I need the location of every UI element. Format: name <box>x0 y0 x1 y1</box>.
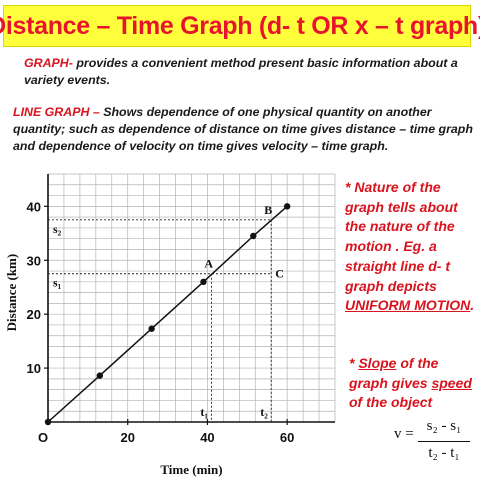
point-label-a: A <box>204 257 213 271</box>
data-point <box>250 232 257 240</box>
formula-fraction-bar <box>418 441 470 442</box>
slope-word: Slope <box>358 355 397 371</box>
y-axis-label: Distance (km) <box>4 254 19 332</box>
slope-note: * Slope of the graph gives speed of the … <box>349 354 479 413</box>
uniform-motion-text: UNIFORM MOTION <box>345 297 471 314</box>
s2-label: s₂ <box>53 222 62 236</box>
slope-note-star: * <box>349 355 359 371</box>
nature-note-text: * Nature of the graph tells about the na… <box>345 179 458 294</box>
line-graph-definition: LINE GRAPH – Shows dependence of one phy… <box>13 104 475 155</box>
data-point <box>283 203 291 210</box>
formula-numerator: s₂ - s₁ <box>426 418 462 434</box>
y-tick-label: 30 <box>27 253 41 268</box>
t2-label: t₂ <box>260 405 268 419</box>
title-banner: Distance – Time Graph (d- t OR x – t gra… <box>0 5 480 47</box>
page-title: Distance – Time Graph (d- t OR x – t gra… <box>0 11 480 40</box>
y-tick-label: 20 <box>27 307 41 322</box>
y-tick-label: 10 <box>27 361 41 376</box>
slope-note-end: of the object <box>349 394 433 411</box>
origin-label: O <box>38 430 48 445</box>
c-label: C <box>275 267 284 281</box>
formula-lhs: v = <box>394 426 414 442</box>
nature-note: * Nature of the graph tells about the na… <box>345 178 475 316</box>
data-point <box>148 325 155 332</box>
graph-text: provides a convenient method present bas… <box>24 56 458 87</box>
series-line <box>47 205 288 423</box>
graph-term: GRAPH- <box>24 56 73 70</box>
formula-denominator: t₂ - t₁ <box>428 445 460 461</box>
data-point <box>200 278 207 286</box>
speed-formula: v = s₂ - s₁ t₂ - t₁ <box>394 418 480 470</box>
data-point <box>44 418 52 426</box>
x-tick-label: 60 <box>280 430 294 445</box>
x-tick-label: 40 <box>200 430 214 445</box>
s1-label: s₁ <box>53 276 62 290</box>
line-graph-term: LINE GRAPH – <box>13 105 100 119</box>
data-point <box>96 372 104 379</box>
chart-grid <box>47 173 336 423</box>
slope-note-mid: of the graph gives <box>349 355 439 391</box>
t1-label: t₁ <box>200 405 208 419</box>
point-label-b: B <box>264 203 272 217</box>
x-tick-label: 20 <box>120 430 134 445</box>
speed-word: speed <box>431 374 472 391</box>
graph-definition: GRAPH- provides a convenient method pres… <box>24 55 472 89</box>
nature-note-end: . <box>470 297 475 314</box>
x-axis-label: Time (min) <box>160 462 222 477</box>
y-tick-label: 40 <box>27 199 41 214</box>
line-graph-text: Shows dependence of one physical quantit… <box>13 105 473 153</box>
chart-marks: 20 40 60 10 20 30 40 O Time (min) Distance (km) s₂… <box>4 174 335 477</box>
